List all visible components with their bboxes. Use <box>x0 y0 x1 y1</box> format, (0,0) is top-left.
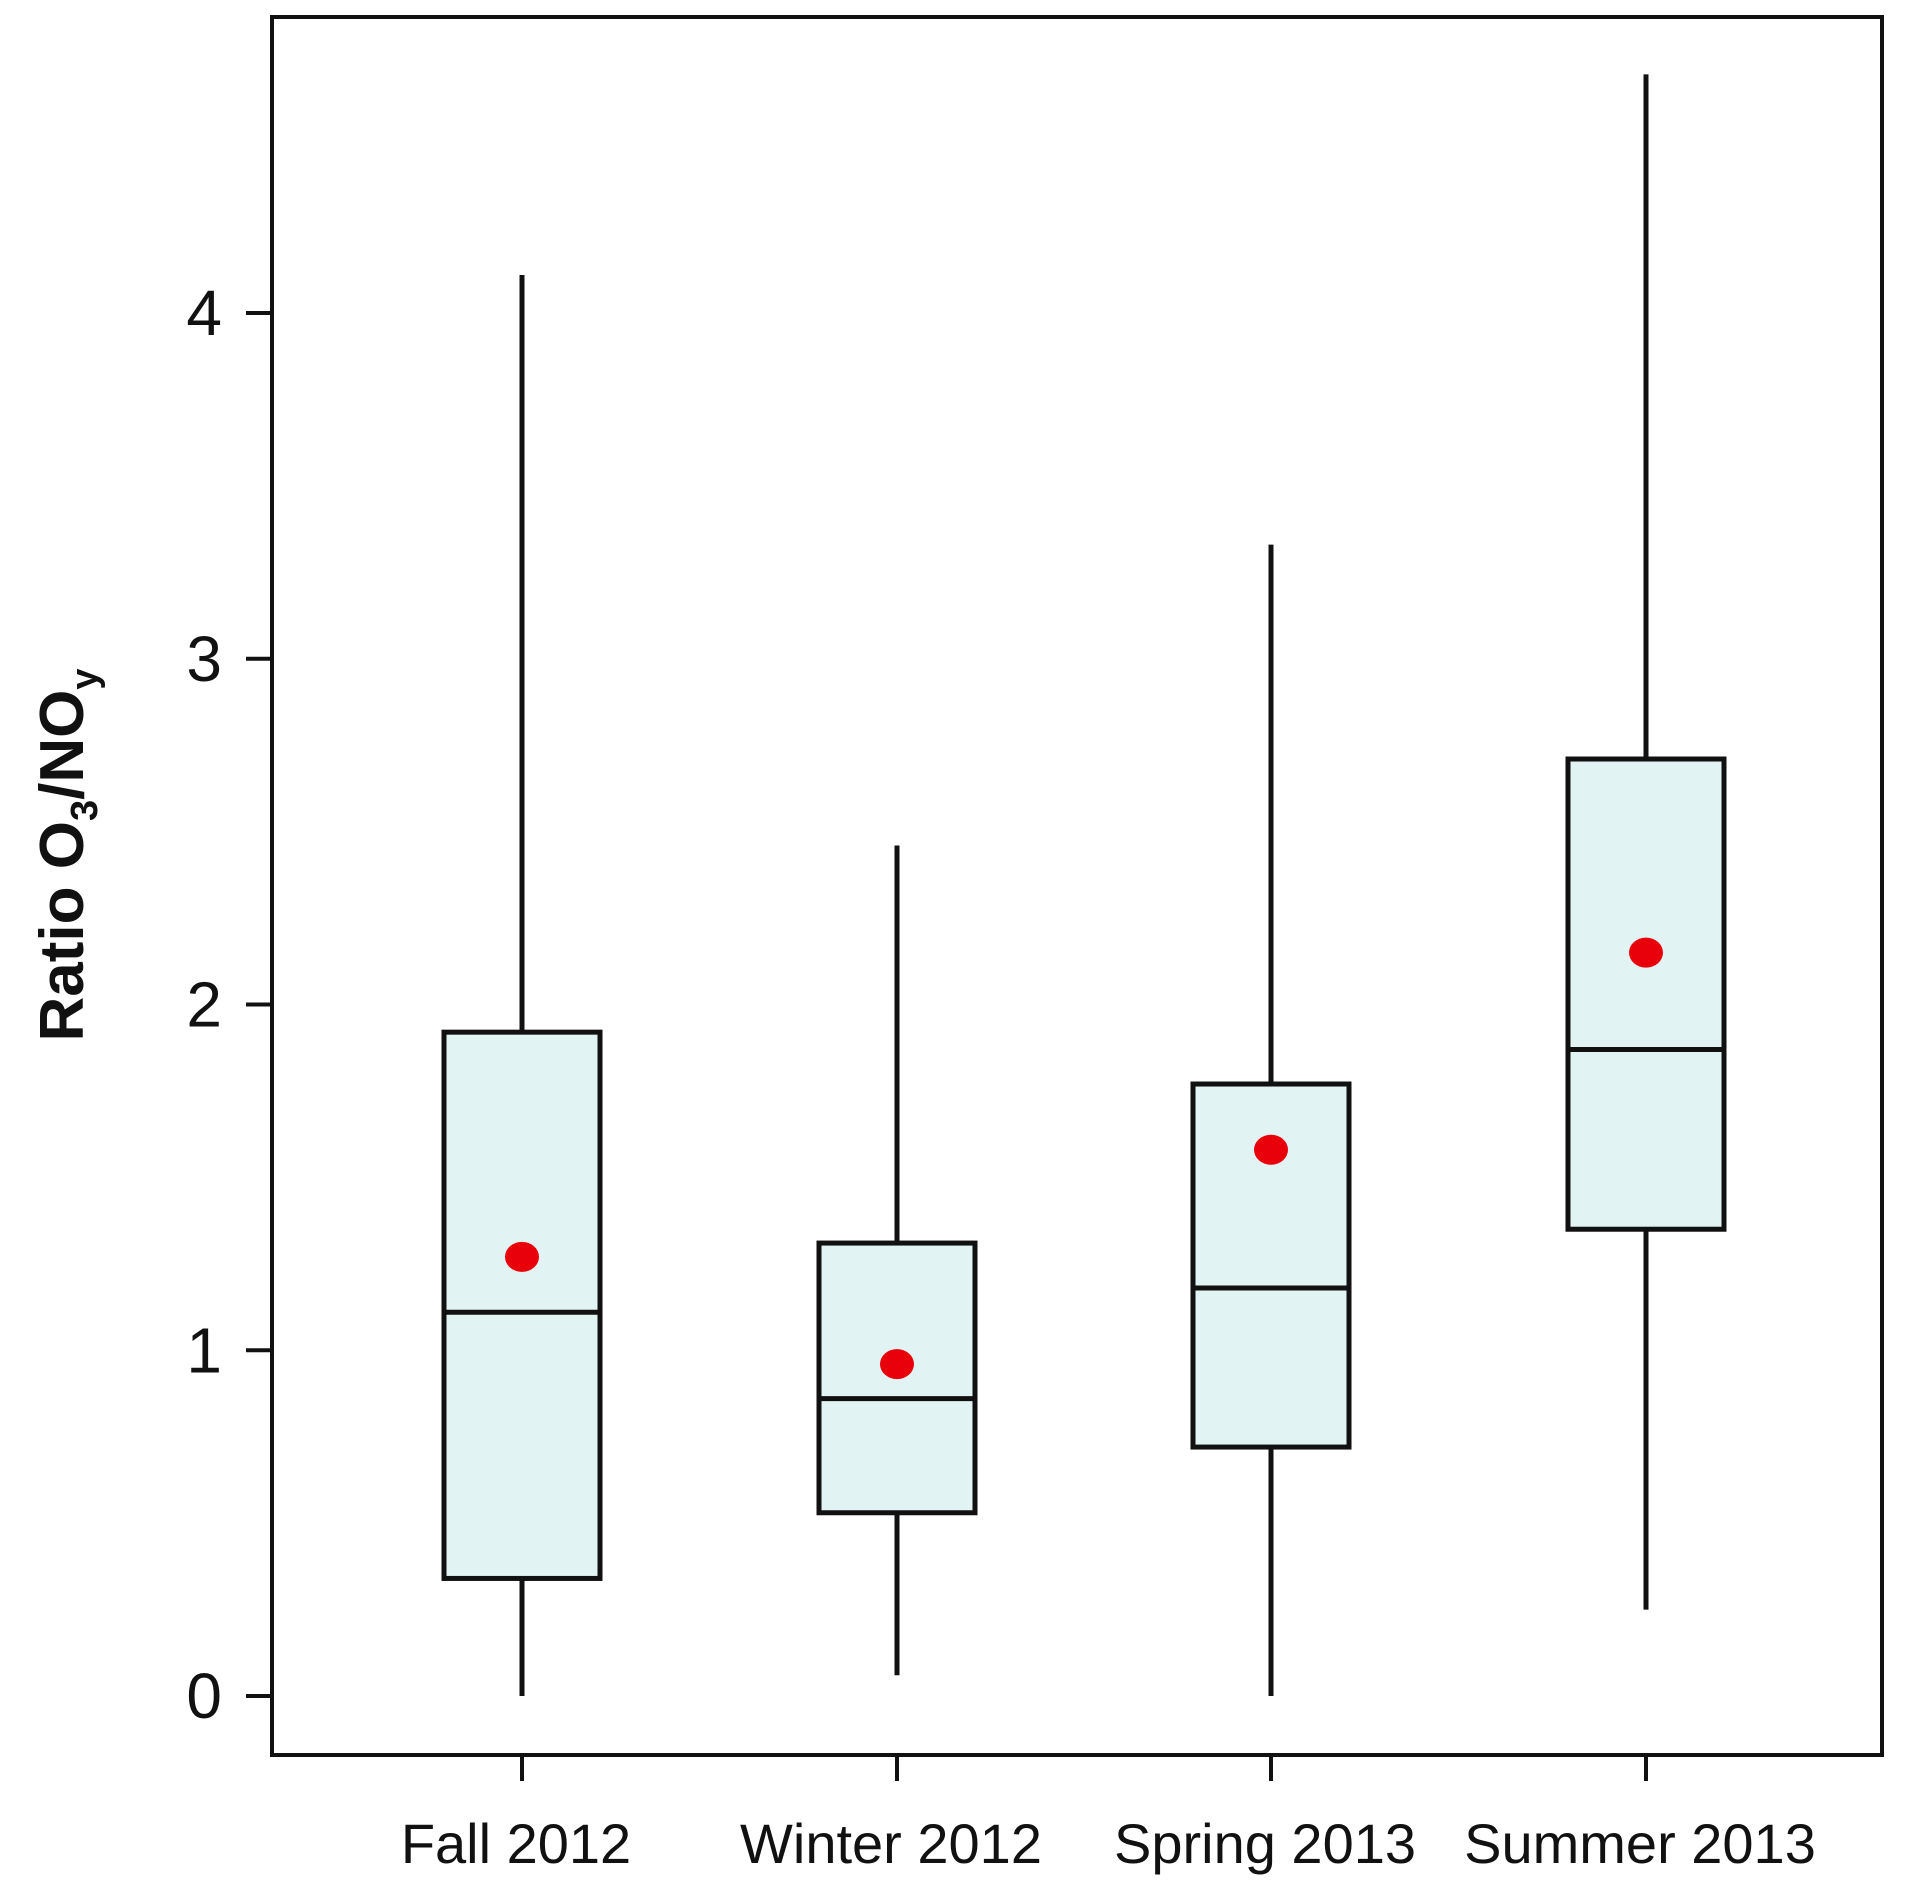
mean-point <box>1629 937 1663 968</box>
box-3 <box>1190 544 1352 1696</box>
box-1 <box>441 274 603 1696</box>
y-axis: 0 1 2 3 4 <box>186 277 272 1732</box>
x-tick-label: Winter 2012 <box>740 1812 1042 1875</box>
mean-point <box>880 1349 914 1380</box>
y-tick-label: 1 <box>186 1314 222 1386</box>
y-tick-label: 3 <box>186 623 222 695</box>
x-tick-label: Spring 2013 <box>1114 1812 1416 1875</box>
y-tick-label: 2 <box>186 969 222 1041</box>
y-axis-title-subscript-2: y <box>64 669 106 690</box>
mean-point <box>1254 1134 1288 1165</box>
iqr-box <box>441 1029 603 1581</box>
x-tick-label: Fall 2012 <box>401 1812 631 1875</box>
y-axis-title-subscript-1: 3 <box>64 800 106 821</box>
mean-point <box>505 1241 539 1272</box>
y-tick-label: 4 <box>186 277 222 349</box>
iqr-box <box>1565 756 1727 1232</box>
x-tick-label: Summer 2013 <box>1464 1812 1816 1875</box>
box-2 <box>816 845 978 1676</box>
box-4 <box>1565 74 1727 1610</box>
boxes-group <box>441 74 1727 1696</box>
y-axis-title: Ratio O3/NOy <box>28 669 106 1042</box>
x-axis: Fall 2012 Winter 2012 Spring 2013 Summer 20… <box>401 1755 1816 1875</box>
plot-frame <box>270 15 1884 1757</box>
y-tick-label: 0 <box>186 1660 222 1732</box>
